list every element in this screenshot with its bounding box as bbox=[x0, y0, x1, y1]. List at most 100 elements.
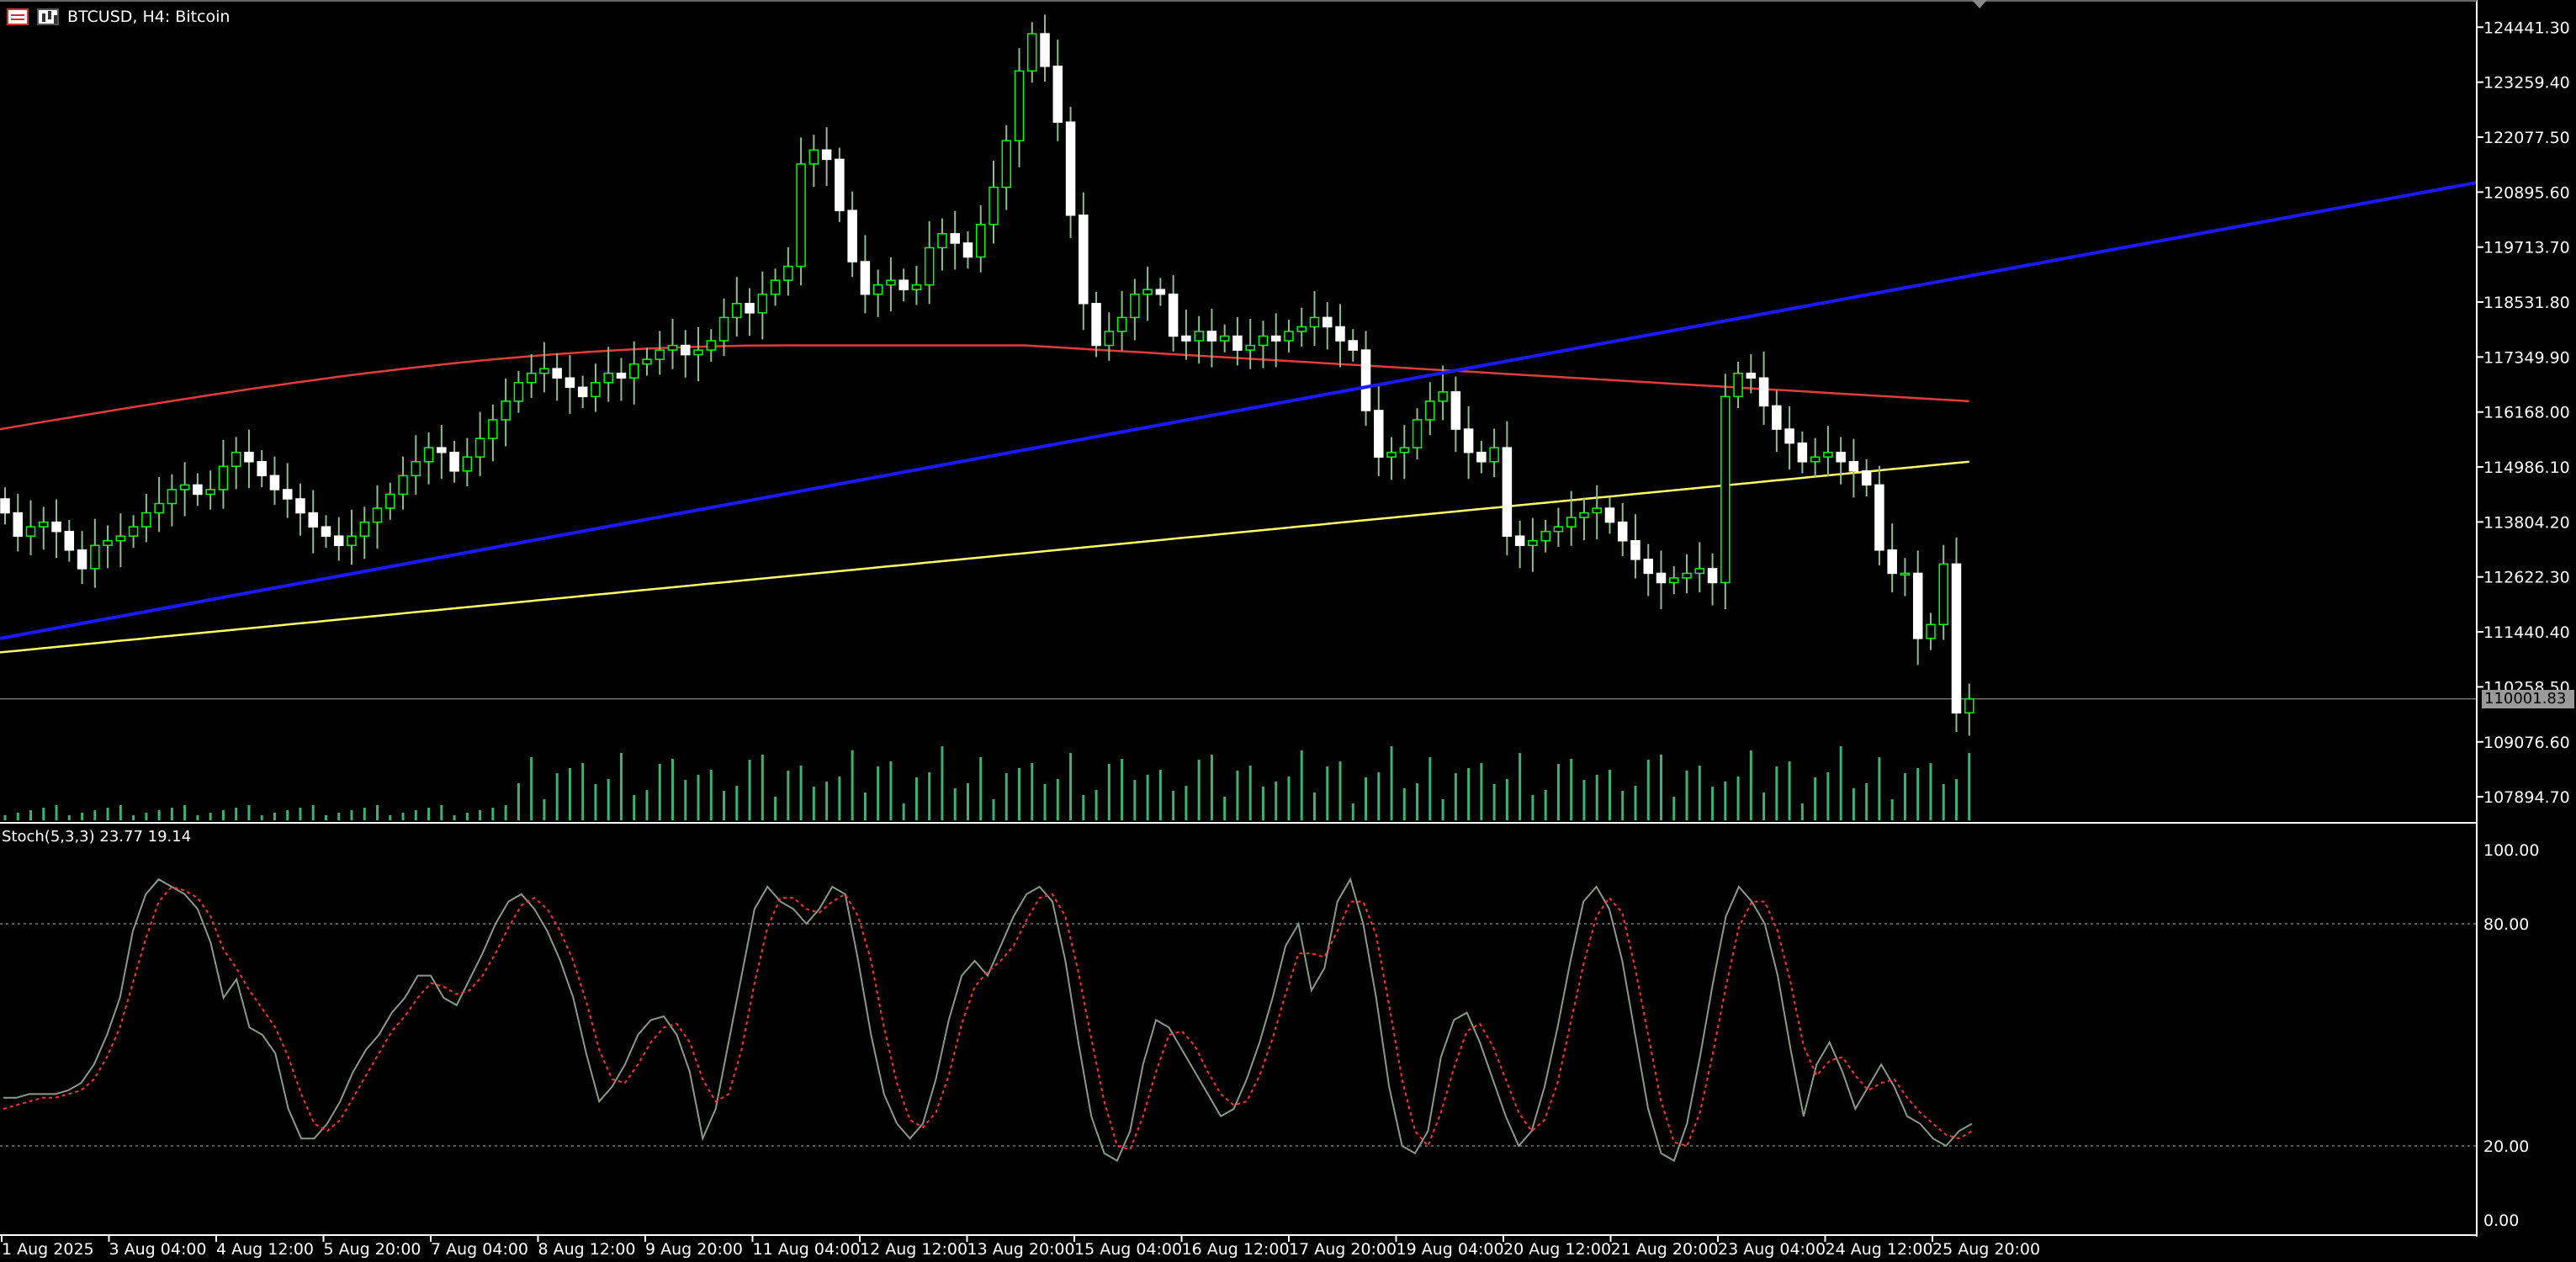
candle-body bbox=[0, 498, 10, 514]
candle-body bbox=[205, 489, 215, 496]
candle-body bbox=[385, 493, 395, 509]
candle-body bbox=[1720, 395, 1731, 584]
price-tick-label: 117349.90 bbox=[2483, 348, 2570, 367]
price-tick-label: 122077.50 bbox=[2483, 129, 2570, 147]
candle-body bbox=[1001, 140, 1012, 188]
candle-body bbox=[1386, 451, 1397, 458]
candle-body bbox=[77, 549, 87, 570]
candle-body bbox=[269, 475, 280, 490]
stoch-tick-label: 100.00 bbox=[2483, 841, 2539, 860]
candle-body bbox=[1630, 539, 1640, 560]
time-tick-label: 19 Aug 04:00 bbox=[1397, 1240, 1504, 1259]
candle-body bbox=[706, 340, 717, 351]
candle-body bbox=[667, 344, 678, 351]
stochastic-label: Stoch(5,3,3) 23.77 19.14 bbox=[2, 828, 192, 846]
candle-body bbox=[796, 163, 806, 268]
candle-body bbox=[1322, 316, 1333, 328]
candle-body bbox=[1617, 521, 1628, 542]
candle-body bbox=[115, 535, 126, 542]
candle-body bbox=[1823, 451, 1833, 458]
volume-bars bbox=[3, 746, 1971, 820]
candle-body bbox=[1463, 428, 1474, 453]
candle-body bbox=[1514, 535, 1525, 547]
candle-body bbox=[154, 502, 164, 514]
candle-body bbox=[1566, 517, 1577, 528]
candle-body bbox=[488, 419, 498, 439]
candle-body bbox=[308, 512, 318, 528]
candle-body bbox=[1887, 549, 1897, 575]
candle-body bbox=[513, 382, 524, 402]
stochastic-panel bbox=[0, 877, 2477, 1163]
candle-body bbox=[1836, 451, 1846, 463]
candle-body bbox=[808, 149, 819, 165]
candle-body bbox=[25, 526, 36, 537]
candle-body bbox=[167, 489, 178, 505]
candle-body bbox=[231, 451, 241, 468]
candle-body bbox=[628, 363, 639, 379]
stoch-tick-label: 0.00 bbox=[2483, 1212, 2519, 1230]
candle-body bbox=[1810, 456, 1821, 463]
candle-body bbox=[835, 158, 845, 211]
candle-body bbox=[1528, 539, 1538, 547]
candle-body bbox=[1181, 335, 1191, 342]
candle-body bbox=[474, 437, 485, 458]
candle-body bbox=[1912, 572, 1923, 639]
candle-body bbox=[1746, 372, 1757, 379]
candle-body bbox=[552, 368, 562, 379]
time-tick-label: 16 Aug 12:00 bbox=[1182, 1240, 1290, 1259]
time-axis: 1 Aug 2025 3 Aug 04:00 4 Aug 12:00 5 Aug 20… bbox=[1, 1235, 2040, 1259]
candle-body bbox=[886, 279, 896, 286]
trendline[interactable] bbox=[0, 181, 2478, 640]
candle-body bbox=[128, 526, 139, 537]
candle-body bbox=[603, 372, 613, 384]
candle-body bbox=[1412, 419, 1423, 448]
chart-type-icon[interactable] bbox=[37, 8, 59, 25]
candle-body bbox=[1772, 405, 1782, 430]
candle-body bbox=[1219, 335, 1230, 342]
candle-body bbox=[1579, 512, 1589, 518]
candle-body bbox=[423, 447, 434, 463]
candle-body bbox=[244, 451, 254, 463]
candle-body bbox=[372, 507, 383, 523]
moving-averages bbox=[0, 344, 1969, 654]
candle-body bbox=[847, 209, 857, 262]
candle-body bbox=[257, 461, 267, 477]
stoch-tick-label: 80.00 bbox=[2483, 915, 2529, 934]
candles bbox=[0, 14, 1974, 736]
current-price-tag: 110001.83 bbox=[2482, 689, 2574, 708]
candle-body bbox=[1284, 331, 1294, 342]
candle-body bbox=[1425, 400, 1435, 421]
candle-body bbox=[1130, 293, 1140, 319]
candle-body bbox=[655, 349, 665, 360]
stoch-axis: 100.00 80.00 20.00 0.00 bbox=[2483, 841, 2539, 1230]
candle-body bbox=[642, 358, 652, 365]
candle-body bbox=[1399, 447, 1410, 453]
time-tick-label: 12 Aug 12:00 bbox=[860, 1240, 967, 1259]
candle-body bbox=[860, 261, 871, 295]
candle-body bbox=[1848, 461, 1859, 472]
candle-body bbox=[282, 489, 293, 500]
price-tick-label: 111440.40 bbox=[2483, 623, 2570, 642]
candle-body bbox=[437, 447, 447, 453]
candle-body bbox=[321, 526, 331, 537]
candle-body bbox=[911, 284, 922, 290]
candle-body bbox=[1540, 530, 1550, 542]
candle-body bbox=[1476, 451, 1487, 463]
time-tick-label: 3 Aug 04:00 bbox=[109, 1240, 207, 1259]
candle-body bbox=[193, 484, 203, 496]
candle-body bbox=[1194, 331, 1204, 342]
chart-title-bar: BTCUSD, H4: Bitcoin bbox=[7, 5, 230, 29]
candle-body bbox=[39, 521, 49, 528]
candle-body bbox=[1450, 391, 1461, 430]
candle-body bbox=[51, 521, 61, 533]
candle-body bbox=[526, 372, 537, 384]
candle-body bbox=[501, 400, 511, 421]
candle-body bbox=[449, 451, 459, 472]
candle-body bbox=[1758, 377, 1769, 407]
table-icon[interactable] bbox=[7, 8, 29, 25]
candle-body bbox=[1784, 428, 1794, 444]
candle-body bbox=[989, 186, 999, 225]
price-tick-label: 124441.30 bbox=[2483, 19, 2570, 37]
candle-body bbox=[13, 512, 24, 537]
